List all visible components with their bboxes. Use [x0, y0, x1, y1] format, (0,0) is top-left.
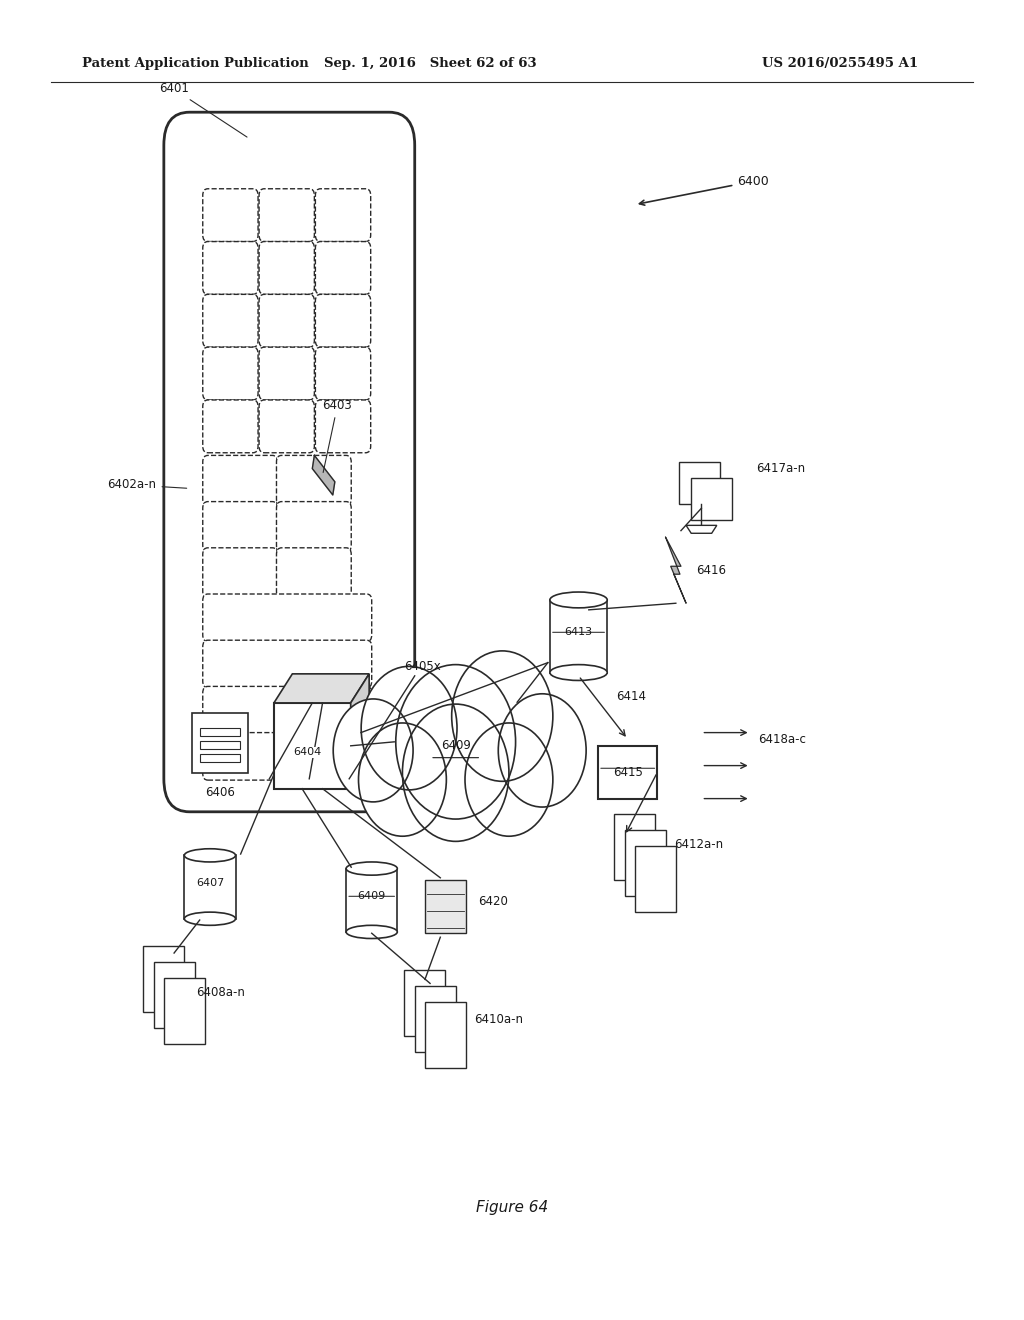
- Text: 6406: 6406: [205, 787, 236, 799]
- Bar: [201, 742, 240, 750]
- Text: 6404: 6404: [293, 747, 322, 758]
- Bar: [550, 599, 607, 672]
- Bar: [691, 478, 732, 520]
- Text: 6400: 6400: [639, 174, 769, 205]
- Bar: [193, 713, 248, 774]
- Text: 6403: 6403: [323, 399, 352, 473]
- Bar: [635, 846, 676, 912]
- FancyBboxPatch shape: [315, 294, 371, 347]
- Text: Patent Application Publication: Patent Application Publication: [82, 57, 308, 70]
- Text: 6407: 6407: [196, 878, 224, 888]
- FancyBboxPatch shape: [203, 502, 278, 552]
- Bar: [679, 462, 720, 504]
- Bar: [201, 755, 240, 763]
- Bar: [164, 978, 205, 1044]
- FancyBboxPatch shape: [259, 294, 314, 347]
- Bar: [425, 880, 466, 933]
- Circle shape: [465, 723, 553, 837]
- Ellipse shape: [550, 593, 607, 609]
- FancyBboxPatch shape: [315, 347, 371, 400]
- Text: 6420: 6420: [478, 895, 508, 908]
- Text: 6412a-n: 6412a-n: [674, 838, 723, 851]
- Text: 6413: 6413: [564, 627, 593, 638]
- Text: 6409: 6409: [357, 891, 386, 902]
- FancyBboxPatch shape: [203, 733, 372, 780]
- FancyBboxPatch shape: [276, 548, 351, 598]
- Ellipse shape: [184, 849, 236, 862]
- FancyBboxPatch shape: [164, 112, 415, 812]
- Text: 6408a-n: 6408a-n: [196, 986, 245, 999]
- FancyBboxPatch shape: [259, 347, 314, 400]
- Text: 6418a-c: 6418a-c: [758, 733, 806, 746]
- FancyBboxPatch shape: [276, 455, 351, 506]
- FancyBboxPatch shape: [259, 189, 314, 242]
- Ellipse shape: [550, 665, 607, 681]
- FancyBboxPatch shape: [203, 594, 372, 642]
- FancyBboxPatch shape: [276, 502, 351, 552]
- Text: Figure 64: Figure 64: [476, 1200, 548, 1216]
- Circle shape: [402, 704, 509, 841]
- FancyBboxPatch shape: [203, 640, 372, 688]
- Text: 6409: 6409: [440, 739, 471, 752]
- Ellipse shape: [184, 912, 236, 925]
- Polygon shape: [350, 673, 369, 789]
- Text: 6416: 6416: [696, 564, 726, 577]
- Circle shape: [499, 694, 586, 807]
- Bar: [154, 962, 195, 1028]
- Text: US 2016/0255495 A1: US 2016/0255495 A1: [762, 57, 918, 70]
- FancyBboxPatch shape: [203, 400, 258, 453]
- Text: 6415: 6415: [612, 766, 643, 779]
- Bar: [201, 729, 240, 737]
- FancyBboxPatch shape: [259, 242, 314, 294]
- Bar: [346, 869, 397, 932]
- Polygon shape: [666, 537, 686, 603]
- Text: 6401: 6401: [159, 82, 247, 137]
- FancyBboxPatch shape: [315, 189, 371, 242]
- FancyBboxPatch shape: [203, 294, 258, 347]
- Ellipse shape: [346, 862, 397, 875]
- Circle shape: [395, 665, 516, 818]
- Circle shape: [361, 667, 457, 789]
- Circle shape: [333, 700, 413, 801]
- FancyBboxPatch shape: [315, 242, 371, 294]
- Text: 6410a-n: 6410a-n: [474, 1012, 523, 1026]
- FancyBboxPatch shape: [203, 242, 258, 294]
- FancyBboxPatch shape: [203, 189, 258, 242]
- FancyBboxPatch shape: [259, 400, 314, 453]
- Text: 6414: 6414: [616, 690, 646, 704]
- Polygon shape: [686, 525, 717, 533]
- Bar: [404, 970, 445, 1036]
- FancyBboxPatch shape: [203, 347, 258, 400]
- FancyBboxPatch shape: [203, 686, 372, 734]
- Bar: [625, 830, 666, 896]
- Text: 6402a-n: 6402a-n: [108, 478, 186, 491]
- Bar: [143, 946, 184, 1012]
- FancyBboxPatch shape: [203, 455, 278, 506]
- Polygon shape: [274, 673, 369, 702]
- Bar: [184, 855, 236, 919]
- Bar: [274, 704, 350, 789]
- Polygon shape: [312, 455, 335, 495]
- Circle shape: [358, 723, 446, 837]
- Bar: [598, 746, 657, 799]
- Text: 6417a-n: 6417a-n: [756, 462, 805, 475]
- FancyBboxPatch shape: [203, 548, 278, 598]
- FancyBboxPatch shape: [315, 400, 371, 453]
- Bar: [415, 986, 456, 1052]
- Circle shape: [452, 651, 553, 781]
- Bar: [614, 814, 655, 880]
- Text: Sep. 1, 2016   Sheet 62 of 63: Sep. 1, 2016 Sheet 62 of 63: [324, 57, 537, 70]
- Bar: [425, 1002, 466, 1068]
- Text: 6405x: 6405x: [404, 660, 441, 673]
- Ellipse shape: [346, 925, 397, 939]
